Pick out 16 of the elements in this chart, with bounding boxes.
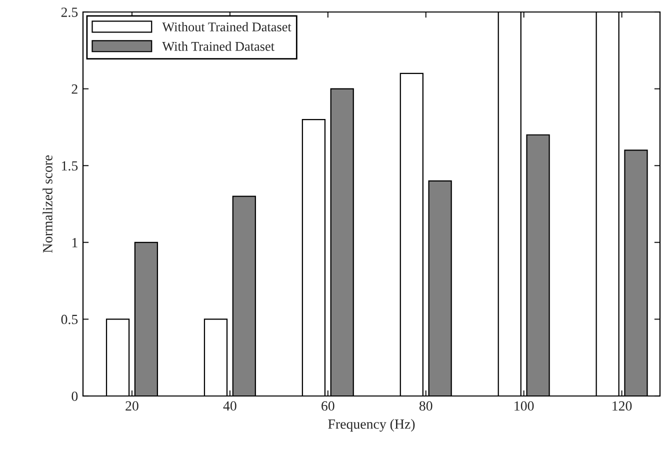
x-tick-label: 60 bbox=[322, 401, 334, 411]
y-tick-label: 1.5 bbox=[62, 161, 78, 171]
legend-label: Without Trained Dataset bbox=[162, 22, 292, 32]
x-tick-label: 100 bbox=[514, 401, 534, 411]
y-tick-label: 1 bbox=[72, 238, 78, 248]
x-axis-title: Frequency (Hz) bbox=[328, 419, 415, 432]
x-tick-label: 40 bbox=[223, 401, 236, 411]
y-tick-label: 0 bbox=[72, 392, 78, 401]
y-tick-label: 0.5 bbox=[61, 314, 78, 324]
y-axis-title: Normalized score bbox=[42, 155, 52, 253]
x-tick-label: 20 bbox=[126, 401, 138, 411]
x-tick-label: 120 bbox=[612, 401, 632, 411]
y-tick-label: 2 bbox=[72, 84, 78, 94]
y-tick-label: 2.5 bbox=[61, 8, 78, 18]
legend-label: With Trained Dataset bbox=[162, 42, 274, 51]
x-tick-label: 80 bbox=[419, 401, 432, 411]
